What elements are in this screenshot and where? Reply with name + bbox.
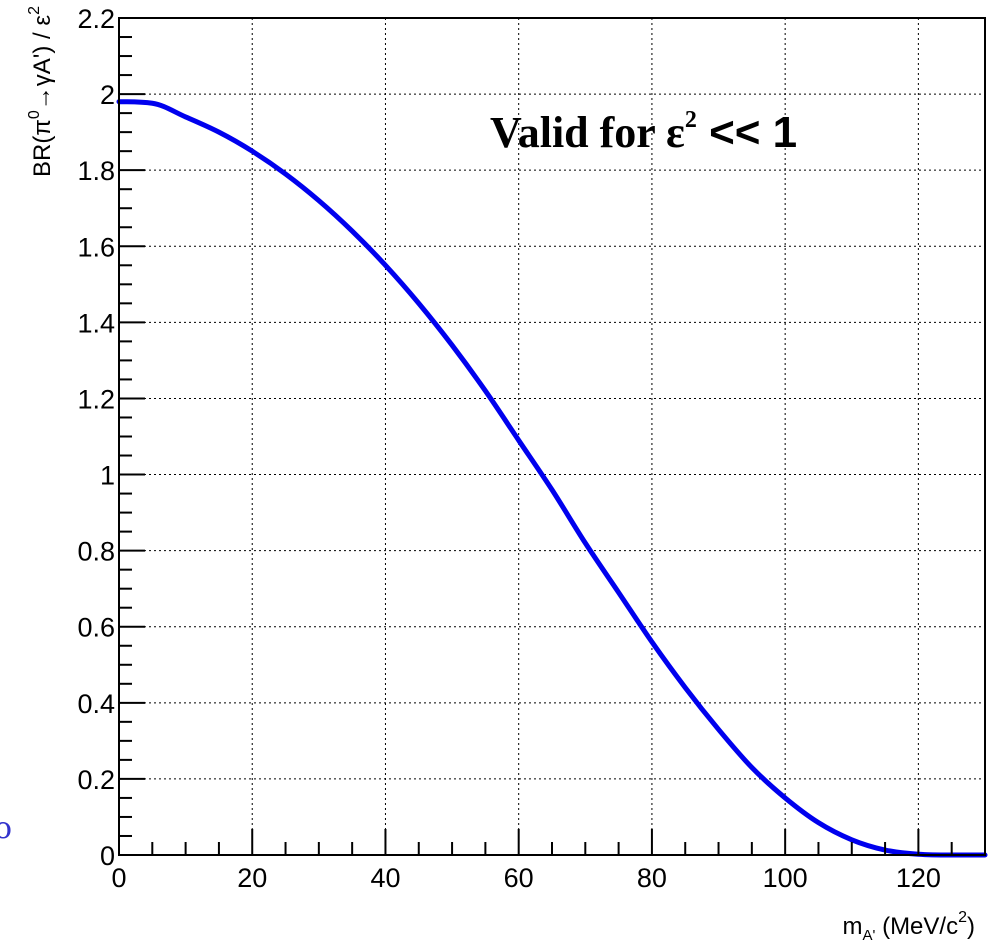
y-axis-title: BR(π0→γA') / ε2 — [26, 6, 56, 177]
y-tick-label: 0.6 — [77, 613, 115, 643]
y-tick-label: 1.8 — [77, 156, 115, 186]
y-tick-label: 2 — [100, 80, 115, 110]
annotation-main: Valid for ε — [490, 108, 685, 157]
series-line — [116, 99, 988, 858]
y-axis-title-middle: →γA') / ε — [29, 15, 56, 111]
annotation-rest: << 1 — [697, 108, 797, 157]
y-tick-label: 1.4 — [77, 308, 115, 338]
clipped-edge-glyph: o — [0, 811, 12, 846]
tick-labels: 0 20 40 60 80 100 120 0 0.2 0.4 0.6 0.8 1 1.2 1.4 1.6 1.… — [77, 4, 940, 893]
x-axis-title-sup: 2 — [958, 909, 967, 926]
x-tick-label: 100 — [763, 863, 808, 893]
axis-ticks — [118, 17, 986, 856]
x-axis-title-close: ) — [967, 913, 975, 940]
y-tick-label: 1 — [100, 461, 115, 491]
y-tick-label: 0 — [100, 841, 115, 871]
x-tick-label: 20 — [237, 863, 267, 893]
x-axis-title-sub: A' — [863, 927, 876, 944]
grid-lines — [119, 18, 985, 855]
x-tick-label: 60 — [504, 863, 534, 893]
series-layer — [116, 99, 988, 858]
y-axis-title-sup2: 2 — [26, 6, 43, 15]
y-axis-title-prefix: BR(π — [29, 119, 56, 177]
y-tick-label: 0.8 — [77, 537, 115, 567]
y-tick-label: 1.6 — [77, 232, 115, 262]
x-axis-title-main: m — [843, 913, 863, 940]
y-axis-title-sup0: 0 — [26, 110, 43, 119]
y-tick-label: 0.4 — [77, 689, 115, 719]
x-tick-label: 120 — [896, 863, 941, 893]
y-tick-label: 0.2 — [77, 765, 115, 795]
x-tick-label: 0 — [111, 863, 126, 893]
y-tick-label: 1.2 — [77, 384, 115, 414]
annotation-sup: 2 — [685, 107, 697, 133]
x-tick-label: 80 — [637, 863, 667, 893]
x-axis-title-rest: (MeV/c — [875, 913, 958, 940]
y-tick-label: 2.2 — [77, 4, 115, 34]
validity-annotation: Valid for ε2 << 1 — [490, 107, 797, 157]
x-axis-title: mA' (MeV/c2) — [843, 909, 975, 944]
x-tick-label: 40 — [370, 863, 400, 893]
